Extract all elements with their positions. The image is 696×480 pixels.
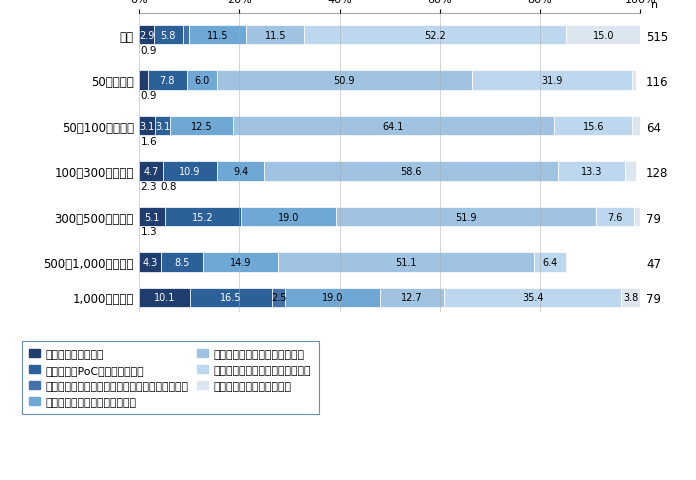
Text: 1.6: 1.6 xyxy=(141,136,157,146)
Text: 31.9: 31.9 xyxy=(541,76,562,86)
Bar xyxy=(161,252,203,272)
Text: 52.2: 52.2 xyxy=(424,31,445,41)
Bar xyxy=(472,71,632,91)
Bar xyxy=(139,117,155,136)
Bar xyxy=(246,26,304,46)
Text: 12.5: 12.5 xyxy=(191,121,212,132)
Bar xyxy=(304,26,566,46)
Text: 5.8: 5.8 xyxy=(161,31,176,41)
Bar xyxy=(154,26,183,46)
Text: 4.7: 4.7 xyxy=(143,167,159,177)
Text: 7.6: 7.6 xyxy=(608,212,623,222)
Text: 16.5: 16.5 xyxy=(221,293,242,303)
Text: 11.5: 11.5 xyxy=(264,31,286,41)
Text: 0.8: 0.8 xyxy=(160,181,177,192)
Bar xyxy=(165,207,241,227)
Text: 35.4: 35.4 xyxy=(522,293,544,303)
Bar xyxy=(139,162,163,181)
Bar xyxy=(163,162,217,181)
Text: 3.8: 3.8 xyxy=(623,293,638,303)
Text: 0.9: 0.9 xyxy=(141,91,157,101)
Text: 5.1: 5.1 xyxy=(144,212,159,222)
Text: 1.3: 1.3 xyxy=(141,227,157,237)
Text: n: n xyxy=(651,0,658,10)
Bar xyxy=(596,207,634,227)
Bar xyxy=(632,71,636,91)
Bar xyxy=(217,71,472,91)
Text: 58.6: 58.6 xyxy=(401,167,422,177)
Bar xyxy=(148,71,187,91)
Bar xyxy=(534,252,566,272)
Text: 4.3: 4.3 xyxy=(143,257,157,267)
Bar xyxy=(171,117,233,136)
Text: 6.0: 6.0 xyxy=(194,76,209,86)
Text: 15.6: 15.6 xyxy=(583,121,604,132)
Text: 50.9: 50.9 xyxy=(333,76,355,86)
Bar xyxy=(189,26,246,46)
Bar xyxy=(278,252,534,272)
Bar xyxy=(187,71,217,91)
Text: 9.4: 9.4 xyxy=(233,167,248,177)
Bar xyxy=(336,207,596,227)
Bar xyxy=(183,26,189,46)
Bar xyxy=(139,252,161,272)
Bar xyxy=(273,288,285,308)
Text: 11.5: 11.5 xyxy=(207,31,228,41)
Bar xyxy=(558,162,625,181)
Text: 2.3: 2.3 xyxy=(141,181,157,192)
Text: 10.9: 10.9 xyxy=(180,167,200,177)
Bar xyxy=(285,288,380,308)
Text: 6.4: 6.4 xyxy=(542,257,557,267)
Text: 19.0: 19.0 xyxy=(278,212,299,222)
Text: 2.5: 2.5 xyxy=(271,293,287,303)
Legend: すでに導入している, 実証実験（PoC）を行っている, 過去に検討・導入したが現在は取り組んでいない, 利用に向けて検討を進めている, これから検討をする予定で: すでに導入している, 実証実験（PoC）を行っている, 過去に検討・導入したが現… xyxy=(22,341,319,414)
Bar xyxy=(566,26,641,46)
Text: 3.1: 3.1 xyxy=(139,121,155,132)
Text: 7.8: 7.8 xyxy=(159,76,175,86)
Text: 14.9: 14.9 xyxy=(230,257,251,267)
Bar xyxy=(217,162,264,181)
Bar xyxy=(139,207,165,227)
Text: 51.9: 51.9 xyxy=(455,212,477,222)
Text: 3.1: 3.1 xyxy=(155,121,170,132)
Bar xyxy=(634,207,641,227)
Bar xyxy=(554,117,632,136)
Bar xyxy=(380,288,444,308)
Text: 2.9: 2.9 xyxy=(139,31,154,41)
Bar xyxy=(139,26,154,46)
Bar xyxy=(155,117,171,136)
Text: 13.3: 13.3 xyxy=(580,167,602,177)
Bar xyxy=(190,288,273,308)
Bar xyxy=(444,288,622,308)
Bar xyxy=(203,252,278,272)
Bar xyxy=(622,288,640,308)
Text: 8.5: 8.5 xyxy=(175,257,190,267)
Bar xyxy=(625,162,636,181)
Bar xyxy=(241,207,336,227)
Text: 15.2: 15.2 xyxy=(192,212,214,222)
Text: 0.9: 0.9 xyxy=(141,46,157,56)
Text: 15.0: 15.0 xyxy=(592,31,614,41)
Text: 12.7: 12.7 xyxy=(402,293,423,303)
Bar xyxy=(233,117,554,136)
Bar xyxy=(139,71,148,91)
Text: 51.1: 51.1 xyxy=(395,257,417,267)
Bar xyxy=(139,288,190,308)
Text: 64.1: 64.1 xyxy=(383,121,404,132)
Text: 10.1: 10.1 xyxy=(154,293,175,303)
Bar xyxy=(264,162,558,181)
Text: 19.0: 19.0 xyxy=(322,293,343,303)
Bar xyxy=(632,117,640,136)
